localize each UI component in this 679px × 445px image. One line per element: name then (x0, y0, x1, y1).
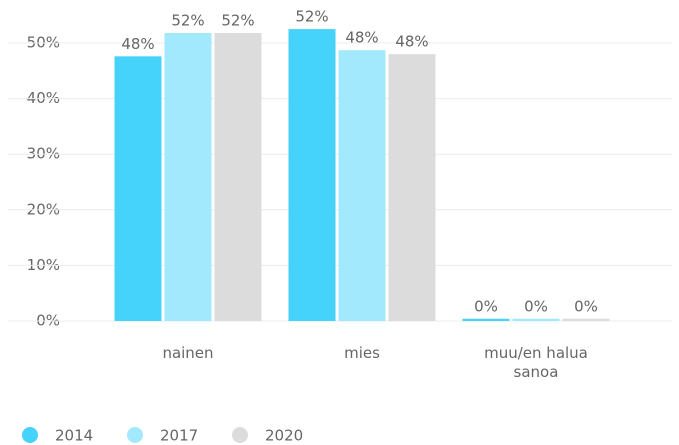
bar (338, 50, 386, 322)
legend-label: 2014 (55, 427, 93, 445)
legend-marker (22, 427, 38, 443)
bar (214, 32, 262, 321)
data-label: 52% (295, 8, 328, 26)
x-tick-label: mies (344, 344, 380, 362)
bar (288, 29, 336, 321)
legend-label: 2020 (265, 427, 303, 445)
data-label: 48% (345, 29, 378, 47)
data-label: 0% (474, 297, 498, 315)
bar (114, 56, 162, 322)
data-label: 48% (121, 35, 154, 53)
x-tick-label: nainen (162, 344, 214, 362)
data-label: 0% (574, 297, 598, 315)
bar (164, 32, 212, 321)
data-label: 52% (221, 11, 254, 29)
data-label: 52% (171, 11, 204, 29)
legend-marker (232, 427, 248, 443)
legend-marker (127, 427, 143, 443)
x-tick-label: muu/en halua sanoa (484, 344, 588, 381)
bar (512, 318, 560, 321)
data-label: 0% (524, 297, 548, 315)
bar (388, 54, 436, 322)
data-label: 48% (395, 33, 428, 51)
legend-label: 2017 (160, 427, 198, 445)
bar (562, 318, 610, 321)
bar (462, 318, 510, 321)
